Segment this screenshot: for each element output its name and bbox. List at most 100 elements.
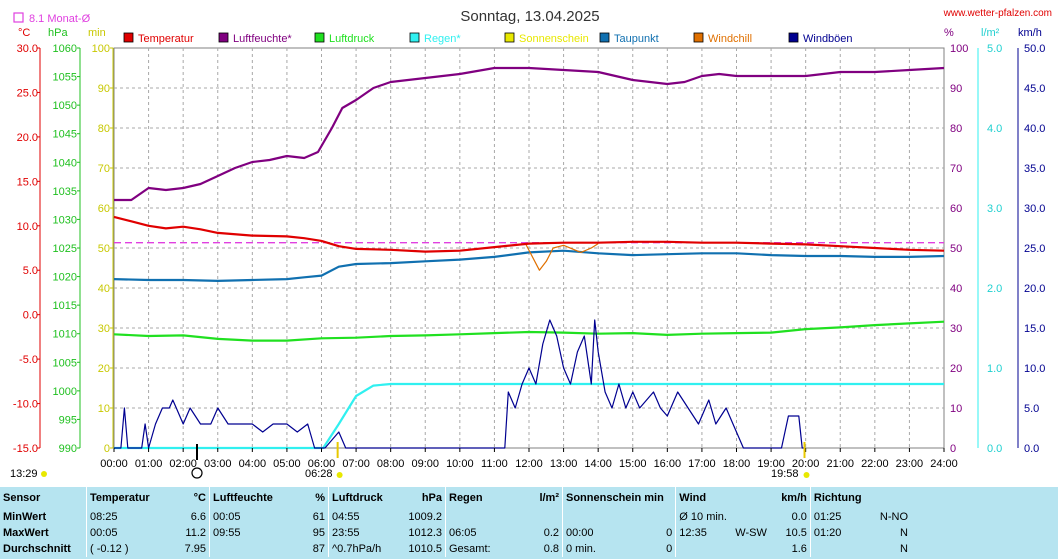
unit-min: min <box>88 27 106 39</box>
x-tick-label: 18:00 <box>723 458 751 470</box>
axes: 30.0 25.0 20.0 15.0 10.0 5.0 0.0 -5.0 -10.0 -15.0… <box>13 43 1045 478</box>
axis-kmh-tick-label: 40.0 <box>1024 123 1045 135</box>
axis-kmh-tick-label: 20.0 <box>1024 283 1045 295</box>
stats-hum-time: 09:55 <box>209 525 296 541</box>
axis-min-tick-label: 80 <box>98 123 110 135</box>
stats-wind-time: 12:35 <box>675 525 733 541</box>
stats-col-luftdruck: Luftdruck <box>328 487 403 509</box>
x-tick-label: 12:00 <box>515 458 543 470</box>
legend-label: Windböen <box>803 33 853 45</box>
stats-rain-time: 06:05 <box>445 525 520 541</box>
x-tick-label: 10:00 <box>446 458 474 470</box>
axis-celsius-tick-label: 10.0 <box>17 221 38 233</box>
stats-sun-value: 0 <box>666 527 673 539</box>
stats-press-time: 04:55 <box>328 509 403 525</box>
stats-temp-time: 08:25 <box>86 509 163 525</box>
axis-hpa-tick-label: 1055 <box>53 72 77 84</box>
axis-min-tick-label: 100 <box>92 43 110 55</box>
axis-rain-tick-label: 4.0 <box>987 123 1002 135</box>
x-tick-label: 02:00 <box>169 458 197 470</box>
legend-label: Sonnenschein <box>519 33 589 45</box>
data-series <box>113 66 945 450</box>
axis-percent-tick-label: 60 <box>950 203 962 215</box>
series-line-luftfeuchte <box>114 66 945 202</box>
axis-percent-tick-label: 20 <box>950 363 962 375</box>
axis-kmh-tick-label: 5.0 <box>1024 403 1039 415</box>
moon-icon <box>41 471 47 477</box>
stats-rain-time: Gesamt: <box>445 541 520 557</box>
axis-percent-tick-label: 100 <box>950 43 968 55</box>
stats-wind-dir <box>732 541 770 557</box>
stats-row-label: MinWert <box>3 511 47 523</box>
stats-col-richtung-val <box>877 487 1058 509</box>
sunrise-marker-sun-icon <box>336 472 343 478</box>
stats-col-temperatur: Temperatur <box>86 487 163 509</box>
axis-min-tick-label: 0 <box>104 443 110 455</box>
legend-swatch <box>409 32 420 43</box>
stats-hum-value: 87 <box>312 543 325 555</box>
stats-sun-time: 0 min. <box>561 541 647 557</box>
axis-percent-tick-label: 0 <box>950 443 956 455</box>
stats-rich-value: N <box>900 527 908 539</box>
axis-min-tick-label: 10 <box>98 403 110 415</box>
axis-celsius-tick-label: 30.0 <box>17 43 38 55</box>
stats-wind-time: Ø 10 min. <box>675 509 733 525</box>
moon-position-icon <box>191 467 203 479</box>
x-tick-label: 00:00 <box>100 458 128 470</box>
axis-min-tick-label: 30 <box>98 323 110 335</box>
stats-temp-time: ( -0.12 ) <box>86 541 163 557</box>
stats-hum-time <box>209 541 296 557</box>
series-line-windchill <box>524 243 599 271</box>
stats-unit-temperatur: °C <box>193 492 206 504</box>
monthly-average-icon <box>13 12 24 23</box>
legend-label: Taupunkt <box>614 33 659 45</box>
stats-press-time: 23:55 <box>328 525 403 541</box>
statistics-panel: Sensor Temperatur °C Luftfeuchte % Luftd… <box>0 487 1058 559</box>
x-tick-label: 22:00 <box>861 458 889 470</box>
stats-row-label: MaxWert <box>3 527 49 539</box>
x-tick-label: 14:00 <box>584 458 612 470</box>
x-tick-label: 03:00 <box>204 458 232 470</box>
stats-wind-dir: W-SW <box>735 527 767 539</box>
legend-swatch <box>788 32 799 43</box>
legend-swatch <box>599 32 610 43</box>
axis-celsius-tick-label: -10.0 <box>13 399 38 411</box>
stats-rain-value <box>520 509 563 525</box>
x-tick-label: 04:00 <box>239 458 267 470</box>
stats-press-value: 1010.5 <box>408 543 442 555</box>
x-tick-label: 13:00 <box>550 458 578 470</box>
x-tick-label: 23:00 <box>896 458 924 470</box>
stats-sun-value: 0 <box>666 543 673 555</box>
x-tick-label: 09:00 <box>411 458 439 470</box>
stats-unit-luftfeuchte: % <box>315 492 325 504</box>
axis-rain-tick-label: 2.0 <box>987 283 1002 295</box>
site-link[interactable]: www.wetter-pfalzen.com <box>943 8 1052 19</box>
stats-row-max: MaxWert 00:05 11.2 09:55 95 23:55 1012.3… <box>0 525 1058 541</box>
stats-temp-time: 00:05 <box>86 525 163 541</box>
stats-rich-value: N <box>900 543 908 555</box>
stats-col-luftfeuchte: Luftfeuchte <box>209 487 296 509</box>
axis-min-tick-label: 50 <box>98 243 110 255</box>
x-tick-label: 21:00 <box>826 458 854 470</box>
axis-percent-tick-label: 70 <box>950 163 962 175</box>
legend: Temperatur Luftfeuchte* Luftdruck Regen* Son… <box>123 32 853 45</box>
axis-rain-tick-label: 5.0 <box>987 43 1002 55</box>
stats-wind-value: 10.5 <box>785 527 807 539</box>
legend-swatch <box>123 32 134 43</box>
x-tick-label: 19:00 <box>757 458 785 470</box>
legend-swatch <box>314 32 325 43</box>
axis-hpa-tick-label: 1020 <box>53 272 77 284</box>
stats-rich-time: 01:25 <box>809 509 877 525</box>
axis-kmh-tick-label: 50.0 <box>1024 43 1045 55</box>
x-tick-label: 11:00 <box>481 458 508 470</box>
grid-lines <box>114 48 944 448</box>
axis-hpa-tick-label: 1060 <box>53 43 77 55</box>
stats-press-value: 1009.2 <box>408 511 442 523</box>
axis-celsius-tick-label: 25.0 <box>17 87 38 99</box>
axis-kmh-tick-label: 25.0 <box>1024 243 1045 255</box>
legend-swatch <box>504 32 515 43</box>
x-tick-label: 24:00 <box>930 458 958 470</box>
axis-percent-tick-label: 90 <box>950 83 962 95</box>
axis-hpa-tick-label: 1000 <box>53 386 77 398</box>
axis-percent-tick-label: 50 <box>950 243 962 255</box>
